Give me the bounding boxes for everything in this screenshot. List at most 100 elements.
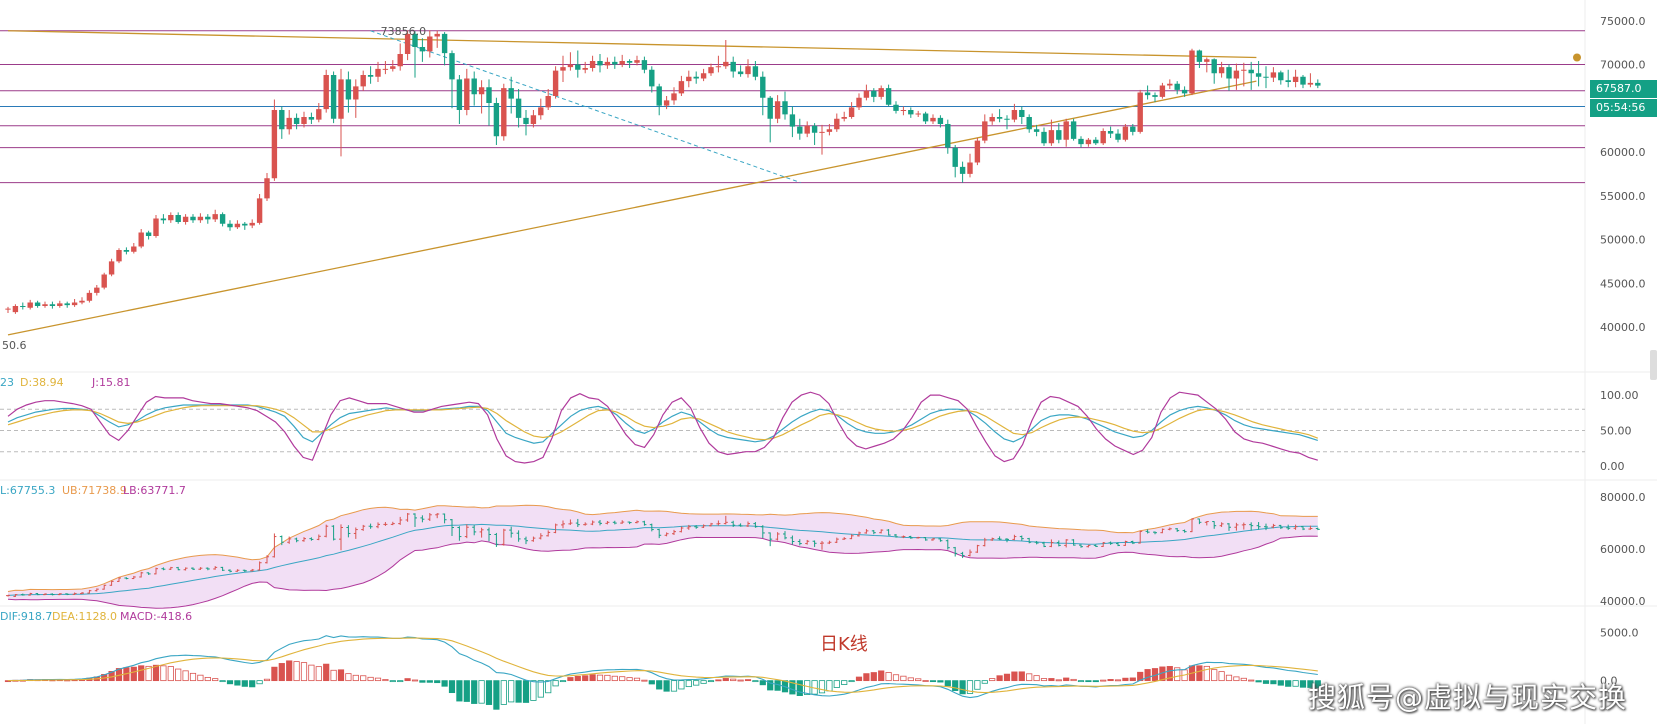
candle-body <box>656 86 662 106</box>
candle-body <box>745 66 751 75</box>
candle-body <box>138 232 144 247</box>
macd-histogram-bar <box>522 680 530 703</box>
macd-histogram-bar <box>323 663 330 682</box>
macd-histogram-bar <box>559 680 567 683</box>
macd-histogram-bar <box>404 678 411 682</box>
candle-body <box>1196 50 1203 62</box>
macd-histogram-bar <box>870 672 877 682</box>
trendline-upper <box>7 30 1257 59</box>
candle-body <box>271 110 278 179</box>
candle-body <box>1130 126 1136 132</box>
macd-histogram-bar <box>530 680 537 701</box>
macd-histogram-bar <box>796 680 803 696</box>
candle-body <box>86 292 93 301</box>
macd-histogram-bar <box>367 676 374 682</box>
macd-histogram-bar <box>611 675 618 682</box>
candle-body <box>160 218 167 221</box>
candle-body <box>205 216 211 220</box>
main-y-tick-label: 55000.0 <box>1600 190 1646 203</box>
candle-body <box>967 162 973 174</box>
candle-body <box>1300 76 1306 85</box>
current-price-tag: 67587.0 <box>1590 80 1657 98</box>
candle-body <box>908 110 914 115</box>
candle-body <box>730 61 736 72</box>
macd-histogram-bar <box>833 680 840 688</box>
candle-body <box>708 67 714 74</box>
macd-histogram-bar <box>167 666 174 682</box>
macd-histogram-bar <box>959 680 966 695</box>
macd-histogram-bar <box>878 670 885 682</box>
macd-histogram-bar <box>759 680 766 686</box>
macd-histogram-bar <box>574 675 581 682</box>
macd-histogram-bar <box>471 680 478 704</box>
macd-histogram-bar <box>219 680 226 683</box>
macd-histogram-bar <box>596 674 604 682</box>
candle-body <box>71 302 78 306</box>
candle-body <box>715 66 722 68</box>
macd-histogram-bar <box>1114 679 1122 682</box>
candle-body <box>49 304 56 306</box>
candle-body <box>530 115 537 124</box>
candle-body <box>367 75 374 77</box>
candle-body <box>1041 131 1047 144</box>
macd-histogram-bar <box>419 680 426 683</box>
main-y-tick-label: 75000.0 <box>1600 15 1646 28</box>
macd-histogram-bar <box>182 670 189 682</box>
candle-body <box>841 117 847 119</box>
candle-body <box>1137 92 1143 132</box>
candle-body <box>1100 131 1106 144</box>
candle-body <box>982 121 988 141</box>
candle-body <box>686 76 692 82</box>
candle-body <box>471 78 477 95</box>
kdj-y-tick-label: 100.00 <box>1600 389 1639 402</box>
candle-body <box>989 117 995 122</box>
candle-body <box>678 81 685 94</box>
macd-histogram-bar <box>493 680 500 710</box>
scroll-handle[interactable] <box>1650 350 1657 380</box>
candle-body <box>930 117 936 122</box>
macd-histogram-bar <box>663 680 670 692</box>
macd-histogram-bar <box>1255 680 1262 683</box>
macd-histogram-bar <box>293 661 300 682</box>
kdj-line-d <box>7 405 1319 441</box>
macd-histogram-bar <box>996 675 1003 682</box>
candle-body <box>264 178 270 199</box>
macd-histogram-bar <box>656 680 663 690</box>
candle-body <box>404 33 411 54</box>
macd-histogram-bar <box>589 674 596 682</box>
candle-body <box>804 125 810 134</box>
candle-body <box>996 117 1003 119</box>
macd-zero-tick-label: 0.0 <box>1600 675 1618 688</box>
macd-y-tick-label: 5000.0 <box>1600 626 1639 639</box>
macd-histogram-bar <box>1018 671 1025 682</box>
macd-histogram-bar <box>160 665 167 682</box>
macd-histogram-bar <box>863 673 870 682</box>
candle-body <box>863 90 870 98</box>
candle-body <box>123 250 130 252</box>
candle-body <box>330 75 337 119</box>
macd-histogram-bar <box>707 680 715 683</box>
candle-body <box>360 75 366 87</box>
macd-histogram-bar <box>1011 671 1018 682</box>
candle-body <box>1144 92 1151 96</box>
macd-histogram-bar <box>1122 677 1129 682</box>
candle-body <box>671 93 677 101</box>
candle-body <box>1159 85 1166 97</box>
candle-body <box>1033 129 1040 132</box>
candle-body <box>1107 131 1114 134</box>
macd-histogram-bar <box>1307 680 1314 688</box>
candle-body <box>175 215 181 222</box>
candle-body <box>227 223 233 228</box>
candle-body <box>1181 89 1188 94</box>
candle-body <box>1292 76 1299 82</box>
kdj-legend-d: D:38.94 <box>20 376 64 389</box>
candle-body <box>197 216 204 221</box>
macd-histogram-bar <box>804 680 811 696</box>
alert-dot <box>1573 53 1581 62</box>
candle-body <box>153 218 159 236</box>
countdown-tag: 05:54:56 <box>1590 99 1657 117</box>
low-label: 50.6 <box>2 339 27 352</box>
candle-body <box>885 88 892 105</box>
macd-histogram-bar <box>1055 679 1062 682</box>
candle-body <box>900 110 907 111</box>
